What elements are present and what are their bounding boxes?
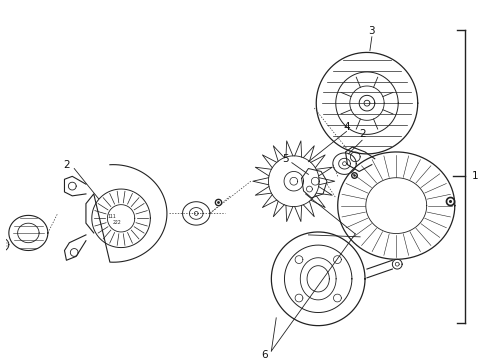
Text: 1: 1: [472, 171, 479, 181]
Text: 3: 3: [368, 26, 375, 36]
Text: 111: 111: [107, 214, 116, 219]
Text: 2: 2: [63, 159, 70, 170]
Text: 4: 4: [343, 122, 350, 131]
Text: 222: 222: [113, 220, 122, 225]
Text: 5: 5: [283, 154, 289, 164]
Text: 6: 6: [261, 350, 268, 360]
Text: 2: 2: [359, 129, 366, 139]
